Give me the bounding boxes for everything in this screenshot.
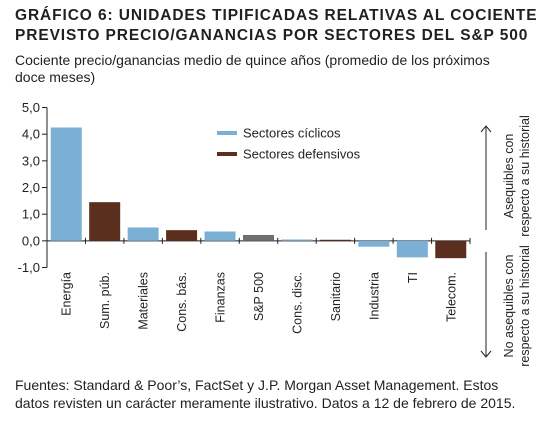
bar (204, 231, 236, 241)
x-tick-label: Finanzas (214, 272, 228, 323)
down-arrow-head (480, 350, 492, 358)
y-tick-label: 2,0 (22, 180, 40, 195)
x-tick-label: Sum. púb. (98, 272, 112, 329)
legend-swatch (217, 152, 237, 156)
bar (127, 227, 159, 241)
legend-label: Sectores defensivos (243, 147, 361, 162)
y-tick-label: 3,0 (22, 153, 40, 168)
x-tick-label: S&P 500 (252, 272, 266, 321)
bar-chart: 5,0 4,0 3,0 2,0 1,0 0,0 -1,0 Energía Sum. púb. M… (18, 100, 532, 367)
x-tick-label: Cons. bás. (175, 272, 189, 332)
bars (50, 127, 471, 259)
annotation-lower-line: respecto a su historial (518, 245, 532, 367)
legend-label: Sectores cíclicos (243, 126, 341, 141)
x-tick-label: Telecom. (444, 272, 458, 322)
bar (243, 234, 274, 241)
y-tick-label: 5,0 (22, 100, 40, 115)
source-note-line-1: Fuentes: Standard & Poor’s, FactSet y J.… (15, 377, 499, 393)
x-tick-label: Materiales (137, 272, 151, 330)
chart-title-line-2: PREVISTO PRECIO/GANANCIAS POR SECTORES D… (15, 27, 529, 44)
x-tick-label: Cons. disc. (290, 272, 304, 334)
source-note: Fuentes: Standard & Poor’s, FactSet y J.… (15, 376, 545, 412)
chart-subtitle-line-2: doce meses) (15, 69, 96, 85)
bar (396, 240, 428, 258)
bar (435, 240, 467, 259)
bar (281, 239, 313, 241)
legend: Sectores cíclicos Sectores defensivos (217, 126, 361, 162)
x-tick-label: Industria (367, 272, 381, 320)
bar (319, 239, 351, 241)
annotation-upper-line: Asequibles con (502, 134, 516, 219)
up-arrow-head (480, 125, 492, 133)
y-tick-label: 4,0 (22, 127, 40, 142)
bar (166, 230, 198, 241)
side-annotations: Asequibles con respecto a su historialNo … (480, 115, 532, 367)
chart-title: GRÁFICO 6: UNIDADES TIPIFICADAS RELATIVA… (15, 6, 545, 46)
chart-title-line-1: GRÁFICO 6: UNIDADES TIPIFICADAS RELATIVA… (15, 7, 538, 24)
legend-swatch (217, 131, 237, 135)
x-tick-label: Sanitario (329, 272, 343, 321)
chart-subtitle-line-1: Cociente precio/ganancias medio de quinc… (15, 52, 490, 68)
x-axis-labels: Energía Sum. púb. Materiales Cons. bás. Fina… (60, 272, 459, 334)
annotation-upper-line: respecto a su historial (518, 115, 532, 237)
annotation-lower-line: No asequibles con (502, 255, 516, 358)
x-tick-label: Energía (60, 272, 74, 316)
y-tick-label: 1,0 (22, 207, 40, 222)
bar (358, 240, 390, 247)
chart-subtitle: Cociente precio/ganancias medio de quinc… (15, 52, 535, 86)
bar (50, 127, 82, 241)
y-tick-label: 0,0 (22, 233, 40, 248)
x-tick-label: TI (406, 272, 420, 283)
source-note-line-2: datos revisten un carácter meramente ilu… (15, 395, 516, 411)
bar (89, 202, 121, 241)
y-tick-label: -1,0 (18, 260, 40, 275)
